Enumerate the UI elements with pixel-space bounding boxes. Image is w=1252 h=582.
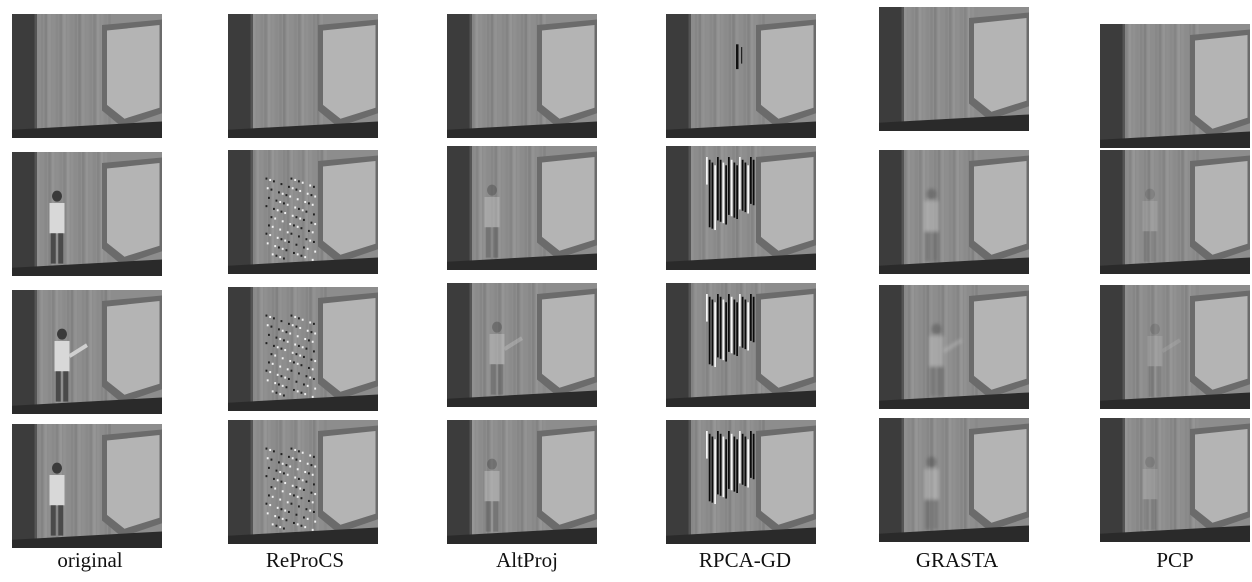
frame-original-row-1 [12, 14, 162, 138]
label-reprocs: ReProCS [265, 548, 345, 572]
frame-pcp-row-3 [1100, 285, 1250, 409]
frame-rpca-gd-row-1 [666, 14, 816, 138]
frame-grasta-row-1 [879, 7, 1029, 131]
frame-reprocs-row-4 [228, 420, 378, 544]
frame-original-row-4 [12, 424, 162, 548]
frame-altproj-row-4 [447, 420, 597, 544]
frame-altproj-row-3 [447, 283, 597, 407]
frame-pcp-row-2 [1100, 150, 1250, 274]
label-original: original [57, 548, 123, 572]
frame-original-row-2 [12, 152, 162, 276]
label-rpca-gd: RPCA-GD [698, 548, 792, 572]
frame-rpca-gd-row-4 [666, 420, 816, 544]
frame-pcp-row-4 [1100, 418, 1250, 542]
frame-grasta-row-3 [879, 285, 1029, 409]
frame-original-row-3 [12, 290, 162, 414]
frame-rpca-gd-row-2 [666, 146, 816, 270]
frame-altproj-row-1 [447, 14, 597, 138]
label-grasta: GRASTA [915, 548, 999, 572]
label-altproj: AltProj [496, 548, 558, 572]
frame-rpca-gd-row-3 [666, 283, 816, 407]
label-pcp: PCP [1156, 548, 1194, 572]
frame-reprocs-row-1 [228, 14, 378, 138]
frame-reprocs-row-2 [228, 150, 378, 274]
frame-altproj-row-2 [447, 146, 597, 270]
frame-grasta-row-2 [879, 150, 1029, 274]
frame-reprocs-row-3 [228, 287, 378, 411]
frame-pcp-row-1 [1100, 24, 1250, 148]
frame-grasta-row-4 [879, 418, 1029, 542]
